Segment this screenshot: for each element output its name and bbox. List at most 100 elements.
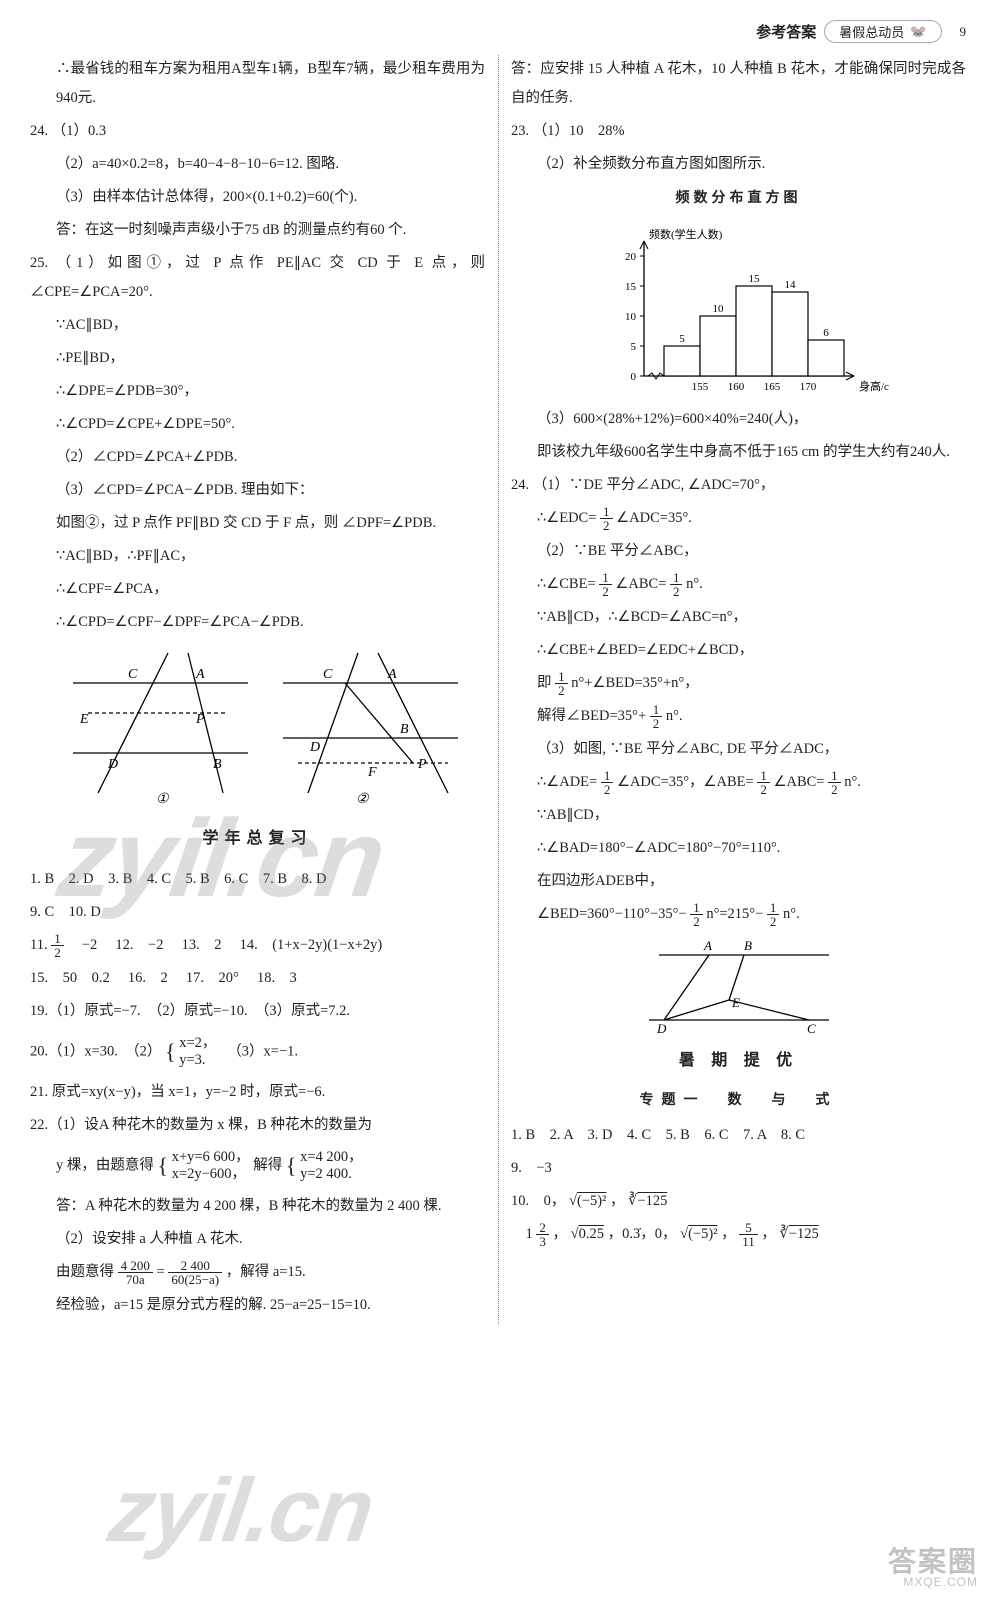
header-ref-answer: 参考答案 — [756, 21, 816, 42]
q22-s2t: x=4 200， — [300, 1149, 363, 1166]
t1-r2: −125 — [637, 1193, 667, 1209]
r-q23-p3a: （3）600×(28%+12%)=600×40%=240(人)， — [511, 405, 966, 434]
dE: E — [731, 995, 740, 1010]
half-d10: 2 — [767, 915, 780, 928]
q22-2b-post: ，解得 a=15. — [226, 1264, 306, 1280]
half-n8: 1 — [828, 769, 841, 783]
p2f-post: n°. — [666, 708, 683, 724]
t1-line1: 1. B 2. A 3. D 4. C 5. B 6. C 7. A 8. C — [511, 1121, 966, 1150]
q22-s2b: y=2 400. — [300, 1166, 363, 1183]
half-n2: 1 — [599, 571, 612, 585]
lbl-P1: P — [195, 712, 205, 727]
q22-f2n: 2 400 — [168, 1259, 222, 1273]
q25-p1a: （1）如图①，过 P 点作 PE∥AC 交 CD 于 E 点，则 ∠CPE=∠P… — [30, 255, 485, 300]
svg-text:20: 20 — [625, 251, 637, 263]
dD: D — [656, 1021, 667, 1035]
q22-2b: 由题意得 4 20070a = 2 40060(25−a) ，解得 a=15. — [30, 1258, 485, 1287]
t1-r3: 0.25 — [579, 1226, 604, 1242]
choices-1: 1. B 2. D 3. B 4. C 5. B 6. C 7. B 8. D — [30, 865, 485, 894]
q22-2c: 经检验，a=15 是原分式方程的解. 25−a=25−15=10. — [30, 1291, 485, 1320]
half-d2: 2 — [599, 585, 612, 598]
choices-2: 9. C 10. D — [30, 898, 485, 927]
chart-title: 频数分布直方图 — [511, 185, 966, 213]
r-q24-p3a: （3）如图, ∵BE 平分∠ABC, DE 平分∠ADC， — [511, 735, 966, 764]
q20-top: x=2， — [179, 1035, 216, 1052]
half-n4: 1 — [555, 670, 568, 684]
p2b-post: n°. — [686, 576, 703, 592]
half-n1: 1 — [600, 505, 613, 519]
left-column: ∴最省钱的租车方案为租用A型车1辆，B型车7辆，最少租车费用为940元. 24.… — [30, 55, 485, 1324]
q11-fracd: 2 — [51, 946, 64, 959]
svg-text:155: 155 — [691, 381, 708, 393]
q19: 19.（1）原式=−7. （2）原式=−10. （3）原式=7.2. — [30, 997, 485, 1026]
p3b-pre: ∴∠ADE= — [537, 774, 597, 790]
q15: 15. 50 0.2 — [30, 970, 110, 986]
q22-2a: （2）设安排 a 人种植 A 花木. — [30, 1225, 485, 1254]
r-q23-p1: （1）10 28% — [533, 123, 625, 139]
lbl-C2: C — [323, 667, 333, 682]
svg-text:165: 165 — [763, 381, 780, 393]
t1-3mid: ， — [610, 1193, 625, 1209]
q24-p3: （3）由样本估计总体得，200×(0.1+0.2)=60(个). — [30, 183, 485, 212]
dB: B — [744, 938, 752, 953]
r-q24-p1a: （1）∵DE 平分∠ADC, ∠ADC=70°， — [533, 477, 775, 493]
r-q23-p2: （2）补全频数分布直方图如图所示. — [511, 150, 966, 179]
lbl-2: ② — [356, 792, 370, 807]
t1-line2: 9. −3 — [511, 1154, 966, 1183]
q22-s1t: x+y=6 600， — [172, 1149, 250, 1166]
lbl-P2: P — [417, 757, 427, 772]
r-q24: 24. （1）∵DE 平分∠ADC, ∠ADC=70°， — [511, 471, 966, 500]
svg-text:170: 170 — [799, 381, 816, 393]
q25-p3a: （3）∠CPD=∠PCA−∠PDB. 理由如下： — [30, 476, 485, 505]
svg-text:频数(学生人数): 频数(学生人数) — [649, 227, 723, 241]
r-q23: 23. （1）10 28% — [511, 117, 966, 146]
half-n6: 1 — [601, 769, 614, 783]
half-d4: 2 — [555, 684, 568, 697]
svg-text:160: 160 — [727, 381, 744, 393]
p2e-pre: 即 — [537, 675, 552, 691]
q22-f2d: 60(25−a) — [168, 1273, 222, 1286]
svg-text:6: 6 — [823, 327, 829, 339]
t1-4c: ， — [721, 1226, 736, 1242]
half-n10: 1 — [767, 901, 780, 915]
q22-mid: 解得 — [253, 1157, 282, 1173]
q25-diagram: C A E P D B ① C A D B F P ② — [48, 643, 468, 813]
topic1-title: 专题一 数 与 式 — [511, 1087, 966, 1115]
lbl-D2: D — [309, 740, 320, 755]
header-mascot-icon: 🐭 — [910, 24, 926, 40]
header-badge: 暑假总动员 🐭 — [824, 20, 941, 43]
half-n3: 1 — [670, 571, 683, 585]
half-d9: 2 — [690, 915, 703, 928]
lbl-F: F — [367, 765, 377, 780]
q22-f1n: 4 200 — [118, 1259, 153, 1273]
svg-text:15: 15 — [625, 281, 637, 293]
svg-text:14: 14 — [784, 279, 796, 291]
q12: 12. −2 — [115, 937, 163, 953]
lbl-1: ① — [156, 792, 170, 807]
q22-1b-pre: y 棵，由题意得 — [56, 1157, 154, 1173]
r-q24-p3e: 在四边形ADEB中， — [511, 867, 966, 896]
lbl-C1: C — [128, 667, 138, 682]
q22-1c: 答：A 种花木的数量为 4 200 棵，B 种花木的数量为 2 400 棵. — [30, 1192, 485, 1221]
p1b-pre: ∴∠EDC= — [537, 510, 596, 526]
svg-text:5: 5 — [679, 333, 685, 345]
half-d6: 2 — [601, 783, 614, 796]
t1-3pre: 10. 0， — [511, 1193, 565, 1209]
page-header: 参考答案 暑假总动员 🐭 9 — [30, 20, 966, 43]
r-q24-p2e: 即 12 n°+∠BED=35°+n°， — [511, 669, 966, 698]
dC: C — [807, 1021, 816, 1035]
lbl-A2: A — [387, 667, 397, 682]
watermark-2: zyil.cn — [103, 1460, 379, 1563]
t1-r1: (−5)² — [577, 1193, 606, 1209]
p3f-mid: n°=215°− — [706, 906, 763, 922]
q24-p2: （2）a=40×0.2=8，b=40−4−8−10−6=12. 图略. — [30, 150, 485, 179]
r-q24-p3d: ∴∠BAD=180°−∠ADC=180°−70°=110°. — [511, 834, 966, 863]
q18: 18. 3 — [257, 970, 297, 986]
t1-r4: (−5)² — [688, 1226, 717, 1242]
q24-p1: （1）0.3 — [52, 123, 106, 139]
two-column-layout: ∴最省钱的租车方案为租用A型车1辆，B型车7辆，最少租车费用为940元. 24.… — [30, 55, 966, 1324]
q20-pre: 20.（1）x=30. （2） — [30, 1043, 161, 1059]
r-q24-p3b: ∴∠ADE= 12 ∠ADC=35°，∠ABE= 12 ∠ABC= 12 n°. — [511, 768, 966, 797]
t1-line4: 1 23 ， √0.25 ，0.3̇，0， √(−5)² ， 511 ， ∛−1… — [511, 1220, 966, 1249]
t1-f2n: 5 — [739, 1221, 758, 1235]
